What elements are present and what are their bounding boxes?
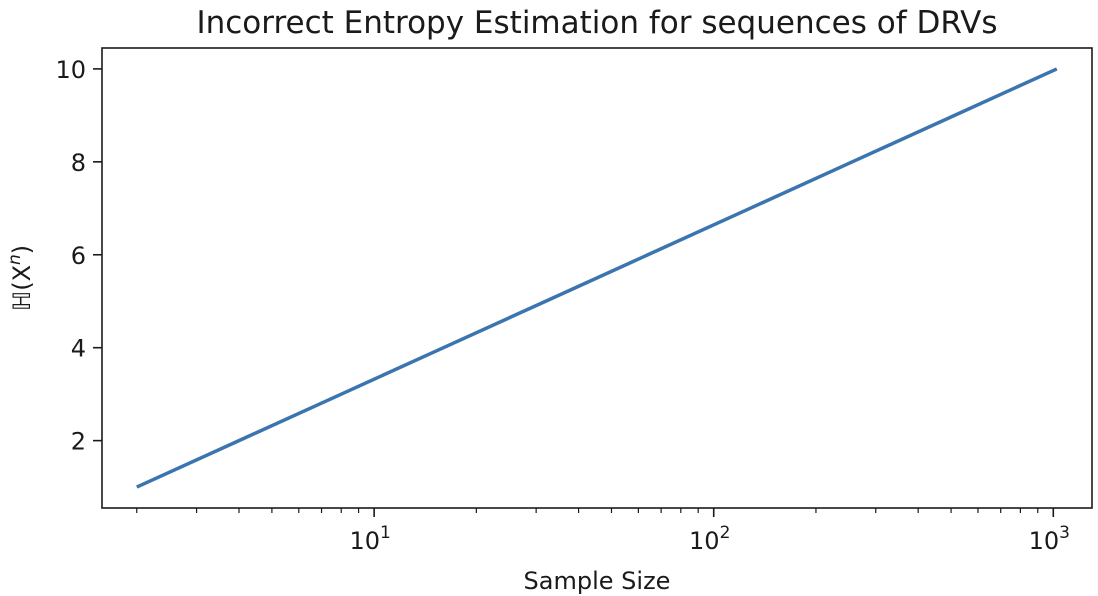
plot-frame	[101, 47, 1093, 509]
x-tick-label: 103	[1029, 523, 1070, 555]
chart-title: Incorrect Entropy Estimation for sequenc…	[196, 5, 997, 41]
y-axis-label-base: ℍ(X	[8, 265, 36, 311]
y-tick-label: 6	[71, 242, 86, 270]
x-tick-label: 102	[689, 523, 730, 555]
x-axis: 101 102 103	[136, 508, 1070, 555]
x-tick-exponent: 2	[720, 523, 731, 543]
plot-area	[136, 67, 1058, 489]
x-tick-base: 10	[689, 527, 720, 555]
y-tick-label: 10	[55, 56, 86, 84]
x-tick-exponent: 1	[380, 523, 391, 543]
x-tick-exponent: 3	[1059, 523, 1070, 543]
x-axis-label: Sample Size	[524, 567, 671, 595]
y-axis-label: ℍ(Xn)	[5, 245, 36, 311]
y-axis-label-superscript: n	[5, 254, 25, 265]
y-tick-label: 8	[71, 149, 86, 177]
x-tick-base: 10	[1029, 527, 1060, 555]
x-tick-base: 10	[349, 527, 380, 555]
y-tick-label: 4	[71, 335, 86, 363]
x-tick-label: 101	[349, 523, 390, 555]
y-axis: 2 4 6 8 10	[55, 56, 102, 456]
y-tick-label: 2	[71, 428, 86, 456]
y-axis-label-close: )	[8, 245, 36, 254]
series-line-0	[136, 67, 1058, 489]
